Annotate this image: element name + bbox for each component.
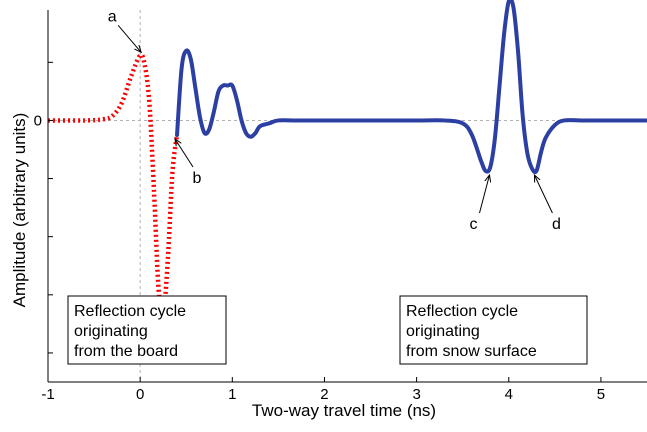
text-box-0-line-1: originating [74,323,148,340]
text-box-1 [399,295,588,365]
text-box-1-line-1: originating [406,323,480,340]
series-line-1 [175,0,647,175]
y-tick-label-4: 0 [34,112,42,129]
series-line-0 [47,52,180,319]
annotation-label-c: c [469,216,477,233]
text-box-1-line-0: Reflection cycle [406,303,518,320]
annotation-label-b: b [193,170,202,187]
text-boxes-group: Reflection cycle originating from the boar… [67,295,588,365]
annotations-group: a b c d [108,8,561,233]
annotation-arrow-a [117,25,141,52]
annotation-label-d: d [552,216,561,233]
annotation-arrow-d [534,175,553,214]
text-box-0-line-0: Reflection cycle [74,303,186,320]
x-tick-label-4: 3 [412,386,420,403]
plot-frame [47,10,647,383]
x-tick-label-1: 0 [136,386,144,403]
x-tick-label-0: -1 [41,386,54,403]
annotation-arrow-b [175,139,194,168]
x-tick-label-6: 5 [597,386,605,403]
x-tick-label-5: 4 [505,386,513,403]
x-tick-label-2: 1 [228,386,236,403]
text-box-1-line-2: from snow surface [406,343,537,360]
y-axis-label: Amplitude (arbitrary units) [10,113,29,308]
ticks-group: -1 0 1 2 3 4 5 0 [34,61,605,403]
reference-lines [48,10,647,382]
annotation-label-a: a [108,8,117,25]
series-group [47,0,647,319]
x-axis-label: Two-way travel time (ns) [252,401,436,420]
text-box-0-line-2: from the board [74,343,178,360]
annotation-arrow-c [479,175,489,214]
text-box-0 [67,295,227,365]
x-tick-label-3: 2 [320,386,328,403]
